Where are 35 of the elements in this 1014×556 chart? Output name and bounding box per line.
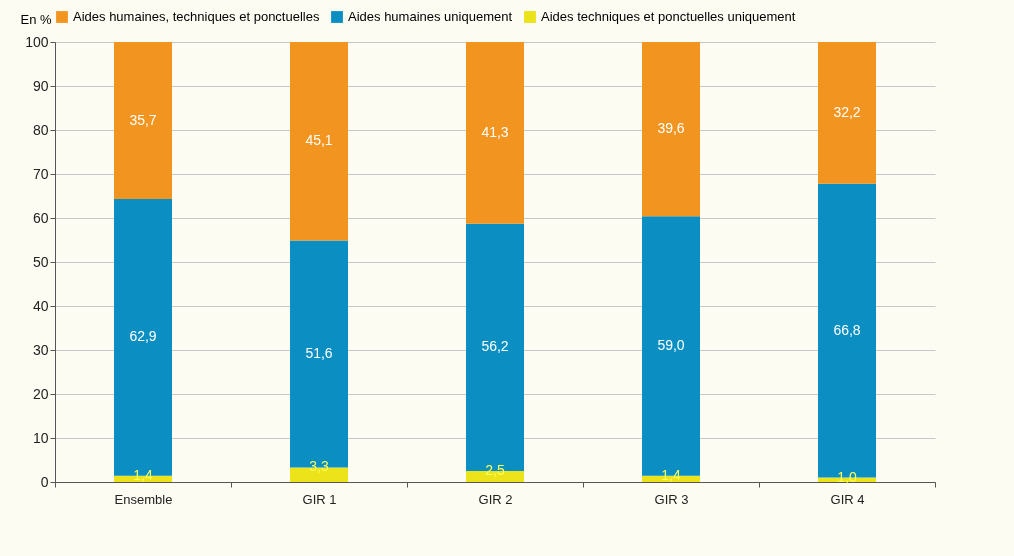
data-label: 32,2 (833, 103, 861, 120)
legend-label: Aides humaines uniquement (348, 9, 513, 24)
x-tick-label: Ensemble (114, 491, 173, 507)
bar (114, 42, 172, 200)
legend-label: Aides techniques et ponctuelles uniquement (541, 9, 796, 24)
legend-label: Aides humaines, techniques et ponctuelles (73, 9, 320, 24)
data-label: 59,0 (657, 337, 685, 354)
data-label: 56,2 (481, 338, 509, 355)
bar (818, 42, 876, 184)
data-label: 66,8 (833, 321, 861, 338)
y-tick-label: 10 (32, 429, 49, 446)
data-label: 45,1 (305, 132, 333, 149)
y-tick-label: 60 (32, 209, 49, 226)
y-tick-label: 20 (32, 385, 49, 402)
data-label: 39,6 (657, 120, 685, 137)
y-tick-label: 80 (32, 121, 49, 138)
x-tick-label: GIR 3 (654, 491, 689, 507)
bar (466, 42, 524, 224)
y-tick-label: 90 (32, 77, 49, 94)
data-label: 62,9 (129, 328, 157, 345)
data-label: 41,3 (481, 123, 509, 140)
bar (642, 42, 700, 217)
data-label: 51,6 (305, 344, 333, 361)
bar (290, 42, 348, 241)
y-axis-title: En % (20, 11, 53, 27)
y-tick-label: 50 (32, 253, 49, 270)
x-tick-label: GIR 2 (478, 491, 513, 507)
x-tick-label: GIR 4 (830, 491, 865, 507)
y-tick-label: 30 (32, 341, 49, 358)
y-tick-label: 100 (25, 33, 49, 50)
y-tick-label: 70 (32, 165, 49, 182)
x-tick-label: GIR 1 (302, 491, 337, 507)
data-label: 35,7 (129, 111, 157, 128)
y-tick-label: 0 (40, 473, 49, 490)
y-tick-label: 40 (32, 297, 49, 314)
